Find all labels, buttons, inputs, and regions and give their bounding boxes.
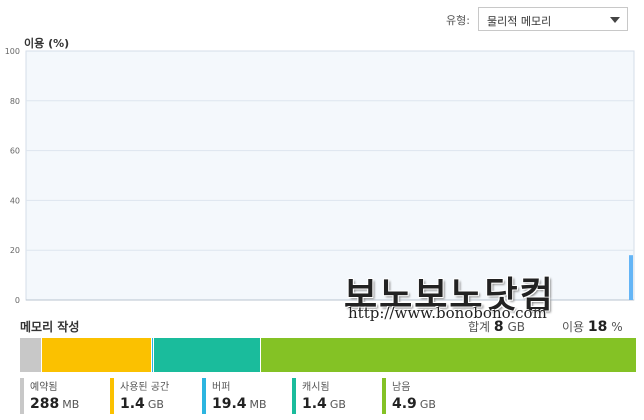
- plot-area: [25, 50, 635, 301]
- watermark-text: 보노보노닷컴: [344, 275, 555, 316]
- chevron-down-icon: [610, 17, 620, 23]
- usage-unit: %: [611, 320, 623, 334]
- bar-segment-used: [42, 338, 152, 372]
- legend-item-used: 사용된 공간 1.4 GB: [110, 378, 169, 414]
- usage-percent: 이용 18 %: [562, 318, 623, 335]
- memory-composition-bar: [20, 338, 636, 372]
- legend-unit: MB: [249, 398, 267, 411]
- y-tick-label: 60: [10, 147, 20, 156]
- legend-label: 캐시됨: [302, 382, 330, 393]
- y-tick-label: 20: [10, 246, 20, 255]
- y-tick-label: 0: [15, 296, 20, 305]
- bar-segment-free: [261, 338, 636, 372]
- bar-segment-cached: [153, 338, 262, 372]
- total-value: 8: [493, 319, 504, 335]
- legend-label: 예약됨: [30, 382, 58, 393]
- type-label: 유형:: [446, 14, 470, 27]
- legend-value: 1.4: [120, 396, 145, 412]
- bar-segment-buffer: [151, 338, 154, 372]
- legend-unit: MB: [62, 398, 80, 411]
- legend-value: 4.9: [392, 396, 417, 412]
- bar-segment-reserved: [20, 338, 43, 372]
- legend-unit: GB: [419, 398, 436, 411]
- legend-value: 1.4: [302, 396, 327, 412]
- total-label: 합계: [468, 320, 491, 334]
- y-tick-label: 80: [10, 97, 20, 106]
- memory-type-select[interactable]: 물리적 메모리: [478, 7, 628, 31]
- watermark-url: http://www.bonobono.com: [348, 304, 547, 322]
- usage-value: 18: [587, 319, 608, 335]
- legend-item-buffer: 버퍼 19.4 MB: [202, 378, 267, 414]
- legend-label: 사용된 공간: [120, 382, 170, 393]
- legend-label: 버퍼: [212, 382, 231, 393]
- y-tick-label: 40: [10, 196, 20, 205]
- legend-value: 288: [30, 396, 60, 412]
- legend-unit: GB: [147, 398, 164, 411]
- legend-label: 남음: [392, 382, 411, 393]
- legend-item-free: 남음 4.9 GB: [382, 378, 436, 414]
- legend-item-reserved: 예약됨 288 MB: [20, 378, 79, 414]
- y-tick-label: 100: [5, 47, 20, 56]
- legend-value: 19.4: [212, 396, 247, 412]
- total-memory: 합계 8 GB: [468, 318, 525, 335]
- legend-unit: GB: [329, 398, 346, 411]
- usage-label: 이용: [562, 320, 585, 334]
- legend-item-cached: 캐시됨 1.4 GB: [292, 378, 346, 414]
- memory-composition-title: 메모리 작성: [20, 320, 80, 334]
- chart-title: 이용 (%): [24, 37, 70, 50]
- usage-chart: 0 20 40 60 80 100: [5, 47, 635, 305]
- total-unit: GB: [507, 320, 526, 334]
- usage-bar: [629, 255, 633, 300]
- memory-type-select-value: 물리적 메모리: [487, 15, 552, 28]
